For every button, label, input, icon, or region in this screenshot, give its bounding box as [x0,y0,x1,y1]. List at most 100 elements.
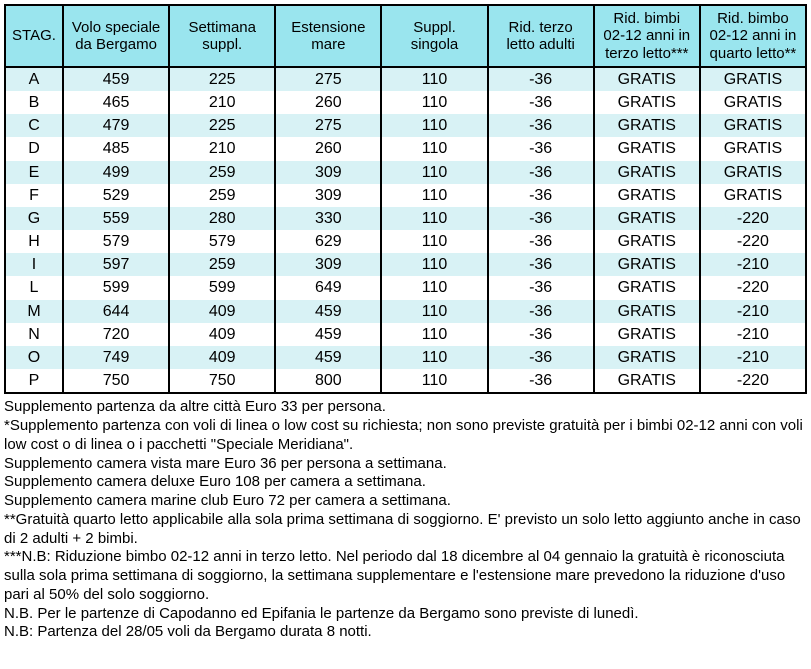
cell: 309 [275,253,381,276]
table-row: B465210260110-36GRATISGRATIS [5,91,806,114]
cell: -220 [700,207,806,230]
cell: GRATIS [700,161,806,184]
cell: 110 [381,300,487,323]
cell: 260 [275,137,381,160]
cell: 720 [63,323,169,346]
table-row: I597259309110-36GRATIS-210 [5,253,806,276]
cell: P [5,369,63,393]
table-row: L599599649110-36GRATIS-220 [5,276,806,299]
cell: -36 [488,91,594,114]
cell: 459 [275,346,381,369]
cell: 629 [275,230,381,253]
column-header-6: Rid. bimbi02-12 anni interzo letto*** [594,5,700,67]
cell: GRATIS [594,369,700,393]
cell: 110 [381,207,487,230]
cell: F [5,184,63,207]
cell: -36 [488,67,594,91]
cell: -36 [488,184,594,207]
column-header-4: Suppl.singola [381,5,487,67]
table-row: H579579629110-36GRATIS-220 [5,230,806,253]
cell: -220 [700,230,806,253]
cell: 259 [169,161,275,184]
cell: GRATIS [700,184,806,207]
cell: GRATIS [594,184,700,207]
cell: GRATIS [594,253,700,276]
cell: 110 [381,346,487,369]
cell: GRATIS [700,137,806,160]
cell: -36 [488,207,594,230]
cell: GRATIS [594,161,700,184]
cell: GRATIS [594,67,700,91]
cell: B [5,91,63,114]
cell: 800 [275,369,381,393]
footnote-line: Supplemento partenza da altre città Euro… [4,398,807,417]
column-header-0: STAG. [5,5,63,67]
footnote-line: Supplemento camera marine club Euro 72 p… [4,492,807,511]
cell: 110 [381,369,487,393]
cell: O [5,346,63,369]
cell: 409 [169,346,275,369]
footnotes: Supplemento partenza da altre città Euro… [4,398,807,642]
cell: 309 [275,184,381,207]
cell: 465 [63,91,169,114]
cell: 499 [63,161,169,184]
table-row: E499259309110-36GRATISGRATIS [5,161,806,184]
footnote-line: Supplemento camera deluxe Euro 108 per c… [4,473,807,492]
cell: GRATIS [700,91,806,114]
footnote-line: N.B: Partenza del 28/05 voli da Bergamo … [4,623,807,642]
cell: 409 [169,300,275,323]
cell: -36 [488,369,594,393]
footnote-line: N.B. Per le partenze di Capodanno ed Epi… [4,605,807,624]
cell: I [5,253,63,276]
table-header: STAG.Volo specialeda BergamoSettimanasup… [5,5,806,67]
cell: -36 [488,161,594,184]
cell: 110 [381,161,487,184]
cell: 750 [63,369,169,393]
cell: -36 [488,346,594,369]
cell: 649 [275,276,381,299]
cell: 110 [381,67,487,91]
cell: GRATIS [594,276,700,299]
cell: GRATIS [594,346,700,369]
cell: 459 [275,300,381,323]
cell: 599 [169,276,275,299]
table-row: D485210260110-36GRATISGRATIS [5,137,806,160]
table-row: P750750800110-36GRATIS-220 [5,369,806,393]
cell: -36 [488,114,594,137]
cell: 110 [381,323,487,346]
cell: L [5,276,63,299]
cell: D [5,137,63,160]
cell: 750 [169,369,275,393]
cell: E [5,161,63,184]
cell: 225 [169,67,275,91]
footnote-line: *Supplemento partenza con voli di linea … [4,417,807,455]
cell: M [5,300,63,323]
cell: GRATIS [700,114,806,137]
cell: 110 [381,230,487,253]
cell: 260 [275,91,381,114]
cell: GRATIS [594,114,700,137]
footnote-line: ***N.B: Riduzione bimbo 02-12 anni in te… [4,548,807,604]
cell: 559 [63,207,169,230]
column-header-5: Rid. terzoletto adulti [488,5,594,67]
cell: 459 [275,323,381,346]
cell: C [5,114,63,137]
cell: 749 [63,346,169,369]
cell: 225 [169,114,275,137]
table-row: N720409459110-36GRATIS-210 [5,323,806,346]
table-row: M644409459110-36GRATIS-210 [5,300,806,323]
table-row: G559280330110-36GRATIS-220 [5,207,806,230]
cell: -210 [700,346,806,369]
cell: 210 [169,137,275,160]
cell: 280 [169,207,275,230]
cell: 259 [169,253,275,276]
table-row: O749409459110-36GRATIS-210 [5,346,806,369]
cell: A [5,67,63,91]
cell: 409 [169,323,275,346]
cell: GRATIS [594,323,700,346]
cell: 479 [63,114,169,137]
cell: 309 [275,161,381,184]
column-header-1: Volo specialeda Bergamo [63,5,169,67]
cell: GRATIS [594,207,700,230]
cell: 275 [275,67,381,91]
